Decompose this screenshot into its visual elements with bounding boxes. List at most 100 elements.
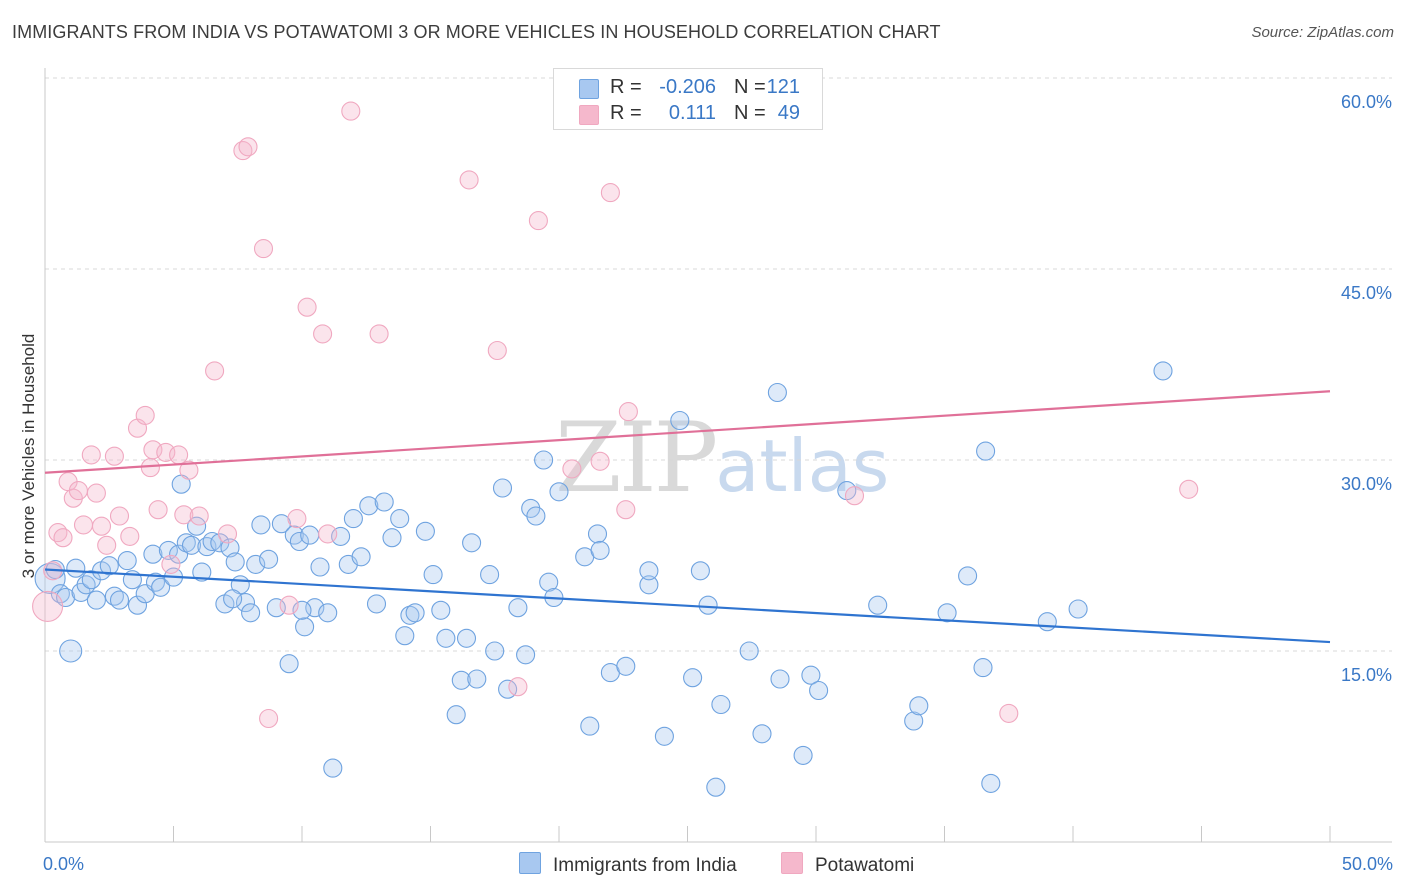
india-point <box>698 595 718 615</box>
potawatomi-point <box>1179 479 1199 499</box>
potawatomi-point <box>205 361 225 381</box>
india-point <box>279 654 299 674</box>
india-point <box>904 711 924 731</box>
india-point <box>241 603 261 623</box>
india-point <box>109 590 130 610</box>
india-point <box>246 554 266 574</box>
india-point <box>654 726 674 746</box>
india-point <box>508 598 528 618</box>
legend-item-potawatomi[interactable]: Potawatomi <box>781 852 914 877</box>
india-point <box>176 533 196 553</box>
potawatomi-point <box>68 481 88 501</box>
india-point <box>271 514 291 534</box>
india-point <box>485 641 505 661</box>
potawatomi-point <box>562 459 582 479</box>
india-point <box>390 509 410 529</box>
india-point <box>104 586 124 606</box>
potawatomi-point <box>590 451 610 471</box>
india-point <box>639 561 659 581</box>
india-point <box>981 773 1001 793</box>
trend-line-potawatomi <box>44 390 1331 474</box>
watermark-atlas: atlas <box>715 424 890 508</box>
potawatomi-point <box>313 324 333 344</box>
trend-line-india <box>44 568 1331 644</box>
india-point <box>937 603 957 623</box>
potawatomi-point <box>844 486 865 506</box>
legend-swatch-india <box>579 79 599 99</box>
legend-r-label: R = <box>610 102 642 124</box>
india-point <box>158 540 178 560</box>
india-point <box>284 525 304 545</box>
legend-item-india[interactable]: Immigrants from India <box>519 852 737 877</box>
india-point <box>225 552 245 572</box>
potawatomi-point <box>179 460 199 480</box>
india-point <box>549 482 569 502</box>
india-point <box>395 626 415 646</box>
potawatomi-point <box>600 183 620 203</box>
india-point <box>958 566 978 586</box>
potawatomi-point <box>109 506 130 526</box>
potawatomi-point <box>508 677 528 697</box>
india-point <box>639 575 659 595</box>
india-point <box>801 665 821 685</box>
india-point <box>99 556 119 576</box>
india-point <box>251 515 271 535</box>
india-point <box>456 628 477 648</box>
india-point <box>739 641 759 661</box>
legend-r-label: R = <box>610 76 642 98</box>
india-point <box>516 645 536 665</box>
india-point <box>467 669 487 689</box>
india-point <box>56 587 76 608</box>
india-point <box>295 617 315 637</box>
legend-n-label: N = <box>734 76 766 98</box>
potawatomi-point <box>999 703 1019 723</box>
potawatomi-point <box>287 509 307 529</box>
india-point <box>400 605 420 625</box>
india-point <box>492 478 513 498</box>
india-point <box>76 575 96 595</box>
india-point <box>868 595 888 615</box>
india-point <box>431 600 451 620</box>
india-point <box>343 509 363 529</box>
india-point <box>752 724 772 744</box>
potawatomi-point <box>97 535 117 555</box>
india-point <box>151 577 171 597</box>
india-point <box>793 745 813 765</box>
potawatomi-point <box>169 445 189 465</box>
india-point <box>539 572 559 592</box>
potawatomi-point <box>616 500 636 520</box>
india-point <box>323 758 343 778</box>
series-potawatomi-points <box>32 101 1199 729</box>
india-point <box>423 565 443 585</box>
potawatomi-point <box>86 483 106 503</box>
india-point <box>223 589 243 609</box>
india-point <box>683 668 703 688</box>
potawatomi-point <box>161 554 181 574</box>
legend-swatch-india <box>519 852 541 874</box>
india-point <box>976 441 996 461</box>
potawatomi-point <box>148 500 168 520</box>
india-point <box>1153 361 1173 381</box>
legend-n-value: 121 <box>766 76 800 98</box>
india-point <box>451 670 471 690</box>
india-point <box>300 525 320 545</box>
india-point <box>616 656 636 676</box>
india-point <box>587 524 608 544</box>
india-point <box>415 521 435 541</box>
potawatomi-point <box>189 506 209 526</box>
india-point <box>127 595 148 615</box>
legend-row-potawatomi: R = 0.111 N = 49 <box>554 101 822 127</box>
legend-swatch-potawatomi <box>579 105 599 125</box>
potawatomi-point <box>369 324 389 344</box>
india-point <box>580 716 600 736</box>
india-point <box>670 410 690 431</box>
india-point <box>351 547 371 567</box>
potawatomi-point <box>318 524 338 544</box>
india-point <box>289 531 309 552</box>
india-point <box>374 492 394 512</box>
india-point <box>446 705 466 725</box>
watermark: ZIPatlas <box>555 402 889 514</box>
india-point <box>706 777 726 797</box>
india-point <box>711 694 731 715</box>
